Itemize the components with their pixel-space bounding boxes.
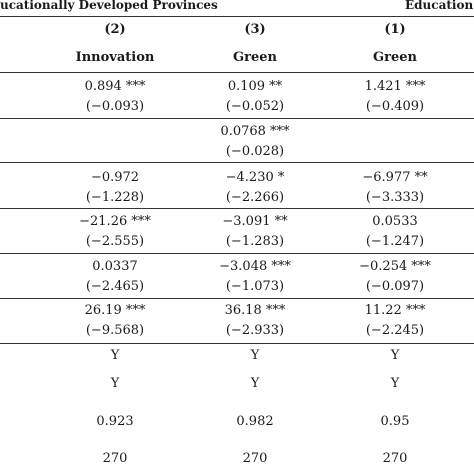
header-rule	[0, 72, 474, 73]
footer-cell: Y	[110, 376, 120, 391]
standard-error: (−2.465)	[85, 279, 145, 294]
coefficient: −6.977 **	[362, 170, 428, 185]
coefficient: 26.19 ***	[84, 303, 146, 318]
table-cell: 36.18 *** (−2.933)	[190, 301, 320, 341]
coefficient: 0.109 **	[227, 79, 283, 94]
coefficient: −0.254 ***	[359, 259, 431, 274]
table-cell: 0.109 ** (−0.052)	[190, 77, 320, 117]
panel-title-education: Education	[405, 0, 474, 12]
table-cell: 0.894 *** (−0.093)	[40, 77, 190, 117]
row-divider	[0, 298, 474, 299]
table-cell: −4.230 * (−2.266)	[190, 168, 320, 208]
table-cell: 0.0337 (−2.465)	[40, 257, 190, 297]
column-name-green: Green	[373, 50, 417, 65]
standard-error: (−1.283)	[225, 234, 285, 249]
standard-error: (−0.028)	[225, 144, 285, 159]
table-cell: −21.26 *** (−2.555)	[40, 212, 190, 252]
standard-error: (−2.245)	[365, 323, 425, 338]
column-number-1: (1)	[384, 22, 406, 37]
table-cell: 1.421 *** (−0.409)	[320, 77, 470, 117]
standard-error: (−2.266)	[225, 190, 285, 205]
footer-cell: Y	[250, 348, 260, 363]
table-cell: −3.091 ** (−1.283)	[190, 212, 320, 252]
table-cell: −6.977 ** (−3.333)	[320, 168, 470, 208]
coefficient: 0.894 ***	[84, 79, 146, 94]
coefficient: −21.26 ***	[79, 214, 151, 229]
footer-cell: 270	[102, 451, 128, 466]
panel-title-developed: ucationally Developed Provinces	[0, 0, 218, 12]
standard-error: (−2.555)	[85, 234, 145, 249]
table-cell: 0.0768 *** (−0.028)	[190, 122, 320, 162]
footer-cell: 0.982	[236, 414, 274, 429]
footer-cell: 0.95	[380, 414, 410, 429]
coefficient: 36.18 ***	[224, 303, 286, 318]
coefficient: 11.22 ***	[364, 303, 426, 318]
row-divider	[0, 253, 474, 254]
column-name-innovation: Innovation	[75, 50, 155, 65]
standard-error: (−2.933)	[225, 323, 285, 338]
standard-error: (−1.228)	[85, 190, 145, 205]
standard-error: (−1.073)	[225, 279, 285, 294]
column-name-green: Green	[233, 50, 277, 65]
table-cell: −3.048 *** (−1.073)	[190, 257, 320, 297]
row-divider	[0, 162, 474, 163]
row-divider	[0, 118, 474, 119]
table-cell: 0.0533 (−1.247)	[320, 212, 470, 252]
top-rule	[0, 16, 474, 17]
table-cell: 11.22 *** (−2.245)	[320, 301, 470, 341]
standard-error: (−0.093)	[85, 99, 145, 114]
footer-cell: Y	[390, 348, 400, 363]
standard-error: (−0.097)	[365, 279, 425, 294]
footer-cell: 270	[382, 451, 408, 466]
coefficient: 1.421 ***	[364, 79, 426, 94]
column-number-3: (3)	[244, 22, 266, 37]
table-cell: 26.19 *** (−9.568)	[40, 301, 190, 341]
coefficient: −4.230 *	[225, 170, 285, 185]
footer-cell: Y	[110, 348, 120, 363]
column-number-2: (2)	[104, 22, 126, 37]
footer-cell: 0.923	[96, 414, 134, 429]
row-divider	[0, 343, 474, 344]
standard-error: (−3.333)	[365, 190, 425, 205]
coefficient: 0.0337	[92, 259, 138, 274]
footer-cell: 270	[242, 451, 268, 466]
coefficient: −3.048 ***	[219, 259, 291, 274]
standard-error: (−1.247)	[365, 234, 425, 249]
standard-error: (−0.409)	[365, 99, 425, 114]
coefficient: −0.972	[90, 170, 140, 185]
table-cell: −0.254 *** (−0.097)	[320, 257, 470, 297]
footer-cell: Y	[250, 376, 260, 391]
standard-error: (−0.052)	[225, 99, 285, 114]
coefficient: 0.0768 ***	[220, 124, 290, 139]
table-cell: −0.972 (−1.228)	[40, 168, 190, 208]
coefficient: −3.091 **	[222, 214, 288, 229]
row-divider	[0, 208, 474, 209]
standard-error: (−9.568)	[85, 323, 145, 338]
coefficient: 0.0533	[372, 214, 418, 229]
footer-cell: Y	[390, 376, 400, 391]
